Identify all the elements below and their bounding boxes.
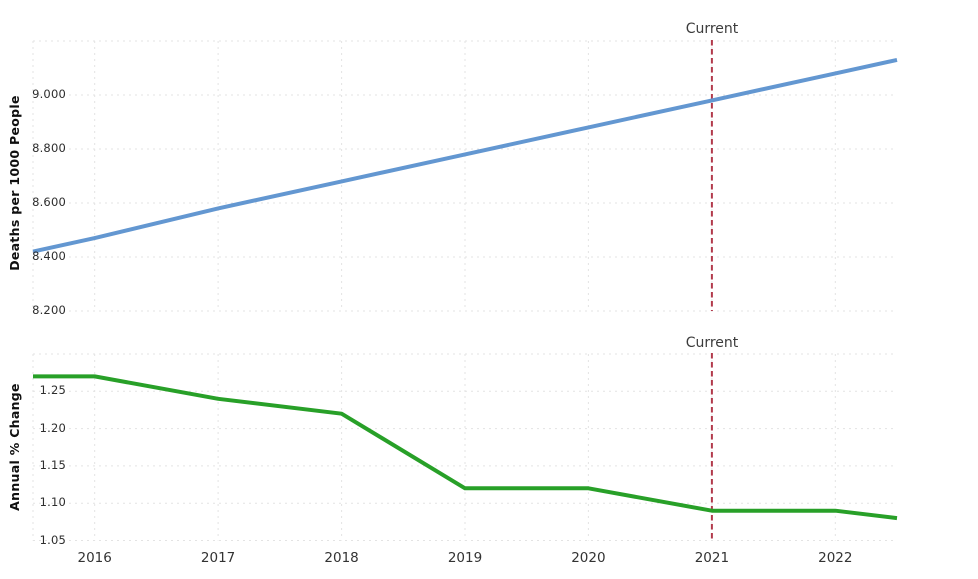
y-tick-label: 1.20 bbox=[39, 420, 66, 435]
y-tick-label: 8.400 bbox=[32, 249, 66, 263]
y-tick-label: 8.200 bbox=[32, 303, 66, 317]
y-tick-label: 1.05 bbox=[39, 532, 66, 547]
y-tick-label: 1.10 bbox=[39, 495, 66, 510]
x-tick-label: 2022 bbox=[818, 550, 853, 566]
y-tick-label: 8.800 bbox=[32, 141, 66, 155]
x-tick-label: 2019 bbox=[447, 550, 483, 566]
annual-percent-change-chart bbox=[32, 353, 898, 541]
x-tick-label: 2016 bbox=[77, 550, 112, 566]
y-tick-label: 1.15 bbox=[39, 457, 66, 472]
current-annotation-label-bottom: Current bbox=[685, 335, 739, 351]
y-tick-label: 1.25 bbox=[39, 383, 66, 398]
deaths-per-1000-chart bbox=[32, 40, 898, 312]
y-tick-label: 8.600 bbox=[32, 195, 66, 209]
series-line-deaths-per-1000-people bbox=[32, 57, 898, 254]
x-tick-label: 2020 bbox=[571, 550, 606, 566]
x-tick-label: 2018 bbox=[324, 550, 359, 566]
y-axis-title-deaths-per-1000: Deaths per 1000 People bbox=[7, 95, 22, 271]
current-annotation-label-top: Current bbox=[685, 21, 739, 37]
x-tick-label: 2021 bbox=[694, 550, 730, 566]
series-line-annual-percent-change bbox=[33, 374, 898, 521]
x-tick-label: 2017 bbox=[200, 550, 236, 566]
y-tick-label: 9.000 bbox=[32, 87, 66, 101]
